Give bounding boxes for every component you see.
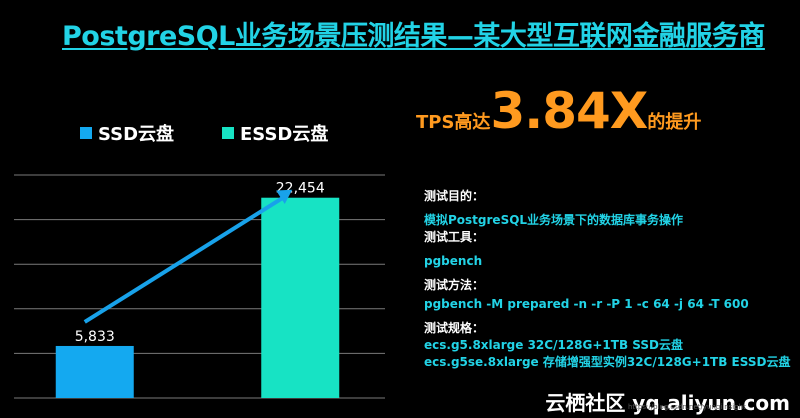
spec-label: 测试规格： bbox=[424, 321, 485, 335]
tps-multiplier: 3.84X bbox=[490, 82, 648, 140]
growth-arrow-head bbox=[276, 189, 293, 204]
watermark: 云栖社区 yq.aliyun.com bbox=[545, 391, 790, 415]
legend-ssd-label: SSD云盘 bbox=[98, 124, 175, 145]
bar-ssd bbox=[55, 345, 134, 398]
tool-value: pgbench bbox=[424, 254, 483, 268]
bar-essd bbox=[261, 197, 340, 398]
spec-value-1: ecs.g5.8xlarge 32C/128G+1TB SSD云盘 bbox=[424, 338, 683, 352]
legend-essd-label: ESSD云盘 bbox=[240, 124, 329, 145]
purpose-label: 测试目的： bbox=[424, 189, 485, 203]
tps-highlight: TPS高达3.84X的提升 bbox=[416, 82, 701, 140]
page-title: PostgreSQL业务场景压测结果—某大型互联网金融服务商 bbox=[62, 21, 765, 52]
tps-prefix: TPS高达 bbox=[416, 112, 491, 133]
growth-arrow-line bbox=[83, 194, 288, 324]
test-info: 测试目的： 模拟PostgreSQL业务场景下的数据库事务操作 测试工具： pg… bbox=[424, 188, 790, 371]
spec-value-2: ecs.g5se.8xlarge 存储增强型实例32C/128G+1TB ESS… bbox=[424, 355, 791, 369]
tps-suffix: 的提升 bbox=[647, 112, 702, 133]
legend-essd-swatch bbox=[222, 127, 234, 139]
legend-ssd: SSD云盘 bbox=[80, 120, 174, 146]
method-label: 测试方法： bbox=[424, 278, 485, 292]
legend-ssd-swatch bbox=[80, 127, 92, 139]
tool-label: 测试工具： bbox=[424, 230, 485, 244]
data-label-ssd: 5,833 bbox=[75, 329, 115, 345]
watermark-url: https://blog.csdn.net/yunqiinsight bbox=[628, 403, 746, 411]
purpose-value: 模拟PostgreSQL业务场景下的数据库事务操作 bbox=[424, 213, 684, 227]
method-value: pgbench -M prepared -n -r -P 1 -c 64 -j … bbox=[424, 297, 749, 311]
legend-essd: ESSD云盘 bbox=[222, 120, 328, 146]
